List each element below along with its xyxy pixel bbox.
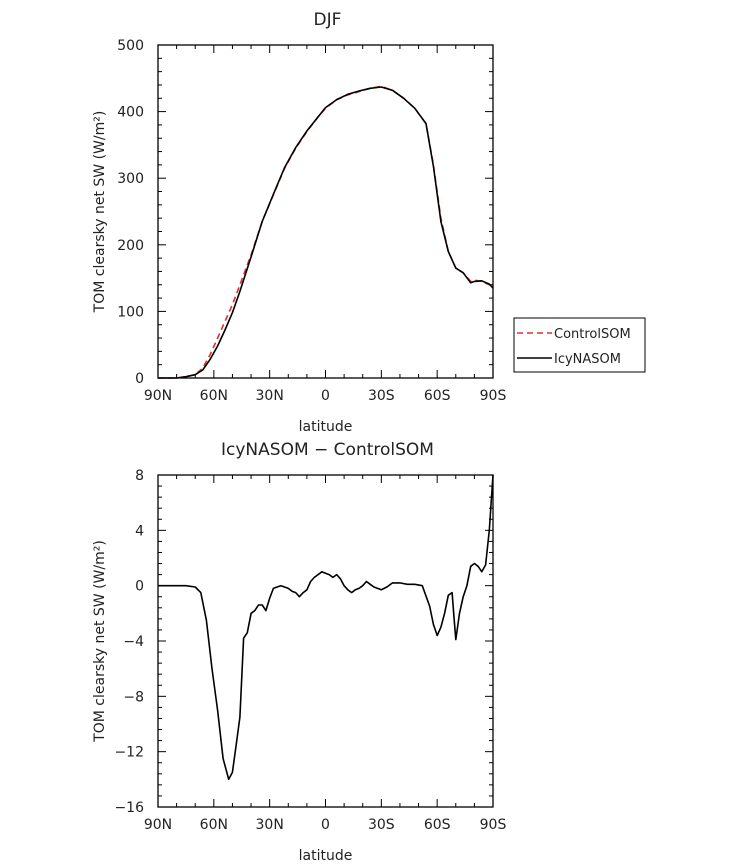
legend: ControlSOM IcyNASOM [513,317,646,373]
y-tick-label: 100 [117,304,144,320]
x-tick-label: 0 [321,388,330,404]
x-axis-label: latitude [299,419,353,435]
x-tick-label: 60S [424,388,451,404]
y-tick-label: −12 [114,745,144,761]
y-axis-label: TOM clearsky net SW (W/m²) [92,540,108,743]
x-tick-label: 30N [256,388,284,404]
plot-frame [157,44,494,379]
y-tick-label: 8 [135,468,144,484]
x-tick-label: 90N [144,817,172,833]
x-tick-label: 30S [368,388,395,404]
y-tick-label: −4 [123,634,144,650]
y-tick-label: 500 [117,38,144,54]
y-tick-label: 0 [135,579,144,595]
chart-title: IcyNASOM − ControlSOM [221,440,434,460]
y-tick-label: 200 [117,238,144,254]
y-tick-label: 400 [117,105,144,121]
y-tick-label: −16 [114,800,144,816]
legend-label: IcyNASOM [554,352,621,367]
x-tick-label: 30S [368,817,395,833]
y-tick-label: −8 [123,689,144,705]
x-tick-label: 90S [480,817,507,833]
y-axis-label: TOM clearsky net SW (W/m²) [92,111,108,314]
x-tick-label: 90S [480,388,507,404]
x-tick-label: 0 [321,817,330,833]
series-line-icynasom [158,86,494,379]
x-tick-label: 90N [144,388,172,404]
legend-label: ControlSOM [554,327,631,342]
x-axis-label: latitude [299,848,353,864]
x-tick-label: 60N [200,388,228,404]
x-tick-label: 60S [424,817,451,833]
legend-box [513,317,646,373]
series-line-1 [158,474,494,781]
y-tick-label: 0 [135,371,144,387]
x-tick-label: 30N [256,817,284,833]
chart-2: 90N 60N 30N 0 30S 60S 90S 8 4 0 −4 −8 −12 −16 IcyNASOM… [92,440,506,864]
y-tick-label: 4 [135,523,144,539]
chart-1: 90N 60N 30N 0 30S 60S 90S 0 100 200 300 400 500 DJF la… [92,10,646,435]
chart-title: DJF [314,10,342,30]
y-tick-label: 300 [117,171,144,187]
x-tick-label: 60N [200,817,228,833]
